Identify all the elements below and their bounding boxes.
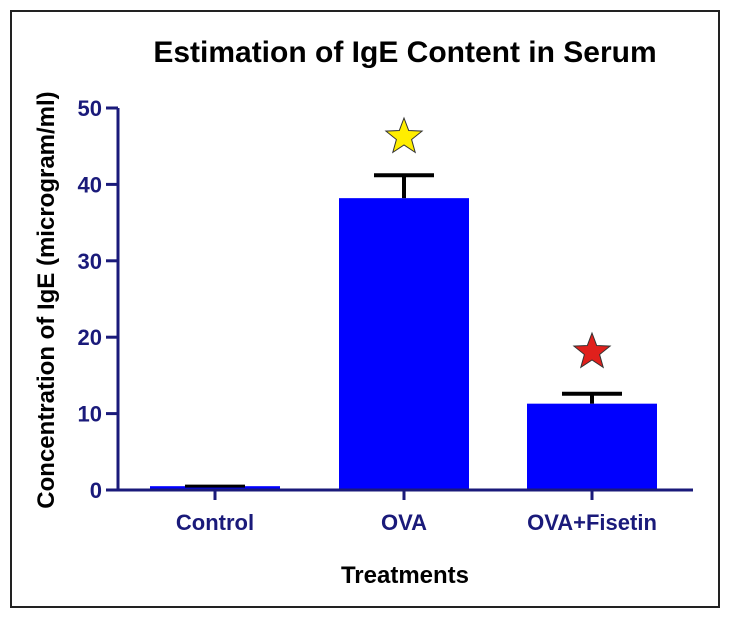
x-axis-label: Treatments — [341, 562, 469, 589]
y-tick-label: 20 — [78, 325, 102, 350]
bar-1 — [339, 198, 469, 491]
x-tick-label: OVA+Fisetin — [527, 510, 657, 535]
y-tick-label: 50 — [78, 96, 102, 121]
significance-star-yellow — [384, 116, 424, 154]
significance-star-red — [572, 331, 612, 369]
plot-area: Control OVA OVA+Fisetin 0 10 20 30 40 50 — [78, 96, 693, 535]
y-tick-label: 10 — [78, 402, 102, 427]
chart-title: Estimation of IgE Content in Serum — [153, 36, 656, 69]
x-tick-label: OVA — [381, 510, 427, 535]
x-tick-label: Control — [176, 510, 254, 535]
y-axis-label: Concentration of IgE (microgram/ml) — [33, 91, 60, 508]
y-tick-label: 30 — [78, 249, 102, 274]
bar-2 — [527, 403, 657, 490]
y-tick-label: 0 — [90, 478, 102, 503]
chart-frame — [10, 10, 720, 608]
bar-0 — [150, 486, 280, 490]
y-tick-label: 40 — [78, 172, 102, 197]
